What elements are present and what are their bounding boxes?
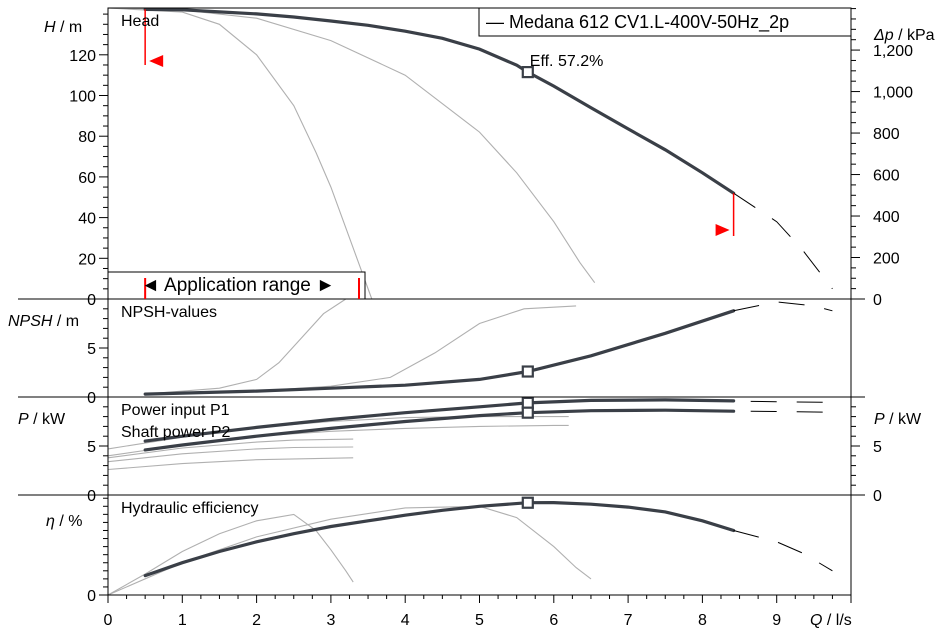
y-axis-label: P / kW bbox=[18, 411, 66, 428]
application-range-label: ◄ Application range ► bbox=[141, 275, 335, 296]
duty-point-marker bbox=[521, 365, 534, 378]
reference-curve bbox=[145, 298, 347, 395]
x-tick-label: 7 bbox=[624, 612, 633, 629]
y-tick-label: 0 bbox=[87, 588, 96, 605]
y-tick-label: 0 bbox=[87, 390, 96, 407]
main-curve bbox=[143, 7, 736, 195]
x-tick-label: 0 bbox=[104, 612, 113, 629]
x-tick-label: 3 bbox=[326, 612, 335, 629]
x-axis-label: Q / l/s bbox=[810, 612, 852, 629]
main-curve bbox=[143, 309, 736, 396]
main-curve bbox=[143, 398, 736, 443]
x-tick-label: 6 bbox=[549, 612, 558, 629]
duty-point-marker bbox=[521, 66, 534, 79]
range-start-arrow bbox=[149, 55, 164, 67]
x-tick-label: 8 bbox=[698, 612, 707, 629]
duty-point-annotation: Eff. 57.2% bbox=[530, 53, 604, 70]
main-curves-layer bbox=[143, 7, 833, 578]
text-layer: 0 1 2 3 4 5 6 7 8 9 Q / l/s 0 20 40 60 80 100 120 0 200 400 6… bbox=[8, 7, 935, 629]
duty-point-marker bbox=[521, 396, 534, 409]
x-tick-label: 2 bbox=[252, 612, 261, 629]
reference-curve bbox=[107, 505, 592, 596]
panel-title: NPSH-values bbox=[121, 304, 217, 321]
y-tick-label: 120 bbox=[69, 48, 96, 65]
x-tick-label: 5 bbox=[475, 612, 484, 629]
y-tick-label: 0 bbox=[87, 292, 96, 309]
application-range-box bbox=[107, 271, 366, 300]
reference-curve bbox=[107, 457, 354, 471]
reference-curve bbox=[107, 446, 354, 463]
x-tick-label: 9 bbox=[772, 612, 781, 629]
y-axis-label: NPSH / m bbox=[8, 313, 79, 330]
reference-curve bbox=[107, 438, 354, 459]
panel-title: Shaft power P2 bbox=[121, 424, 231, 441]
reference-curve bbox=[107, 7, 373, 300]
main-curve bbox=[143, 500, 736, 578]
y-tick-label: 100 bbox=[69, 89, 96, 106]
y-tick-label: 5 bbox=[87, 439, 96, 456]
range-end-arrow bbox=[715, 224, 730, 236]
x-tick-label: 4 bbox=[401, 612, 410, 629]
reference-curve bbox=[107, 513, 354, 596]
extension-curve bbox=[733, 301, 833, 312]
duty-point-marker bbox=[521, 406, 534, 419]
right-tick-label: 600 bbox=[873, 168, 900, 185]
extension-curve bbox=[750, 400, 833, 403]
legend-entry: — Medana 612 CV1.L-400V-50Hz_2p bbox=[486, 12, 789, 33]
right-axis-label: Δp / kPa bbox=[873, 27, 935, 44]
y-tick-label: 60 bbox=[78, 170, 96, 187]
main-curve-2 bbox=[143, 408, 736, 452]
right-tick-label: 0 bbox=[873, 488, 882, 505]
extension-curve-2 bbox=[750, 410, 833, 413]
panel-title: Hydraulic efficiency bbox=[121, 500, 259, 517]
right-axis-label: P / kW bbox=[874, 411, 922, 428]
reference-curve bbox=[107, 7, 596, 284]
legend-box bbox=[478, 7, 852, 37]
y-tick-label: 5 bbox=[87, 341, 96, 358]
panel-title: Power input P1 bbox=[121, 402, 230, 419]
extension-curve bbox=[733, 192, 833, 290]
right-tick-label: 800 bbox=[873, 126, 900, 143]
extension-curve bbox=[733, 530, 833, 572]
duty-point-marker bbox=[521, 496, 534, 509]
right-tick-label: 5 bbox=[873, 439, 882, 456]
right-tick-label: 1,000 bbox=[873, 85, 913, 102]
y-tick-label: 20 bbox=[78, 251, 96, 268]
x-tick-label: 1 bbox=[178, 612, 187, 629]
right-tick-label: 1,200 bbox=[873, 43, 913, 60]
right-tick-label: 0 bbox=[873, 292, 882, 309]
right-tick-label: 200 bbox=[873, 251, 900, 268]
panel-title: Head bbox=[121, 13, 159, 30]
y-axis-label: η / % bbox=[46, 513, 82, 530]
y-tick-label: 0 bbox=[87, 488, 96, 505]
y-tick-label: 40 bbox=[78, 211, 96, 228]
right-tick-label: 400 bbox=[873, 209, 900, 226]
y-tick-label: 80 bbox=[78, 129, 96, 146]
y-axis-label: H / m bbox=[44, 19, 82, 36]
